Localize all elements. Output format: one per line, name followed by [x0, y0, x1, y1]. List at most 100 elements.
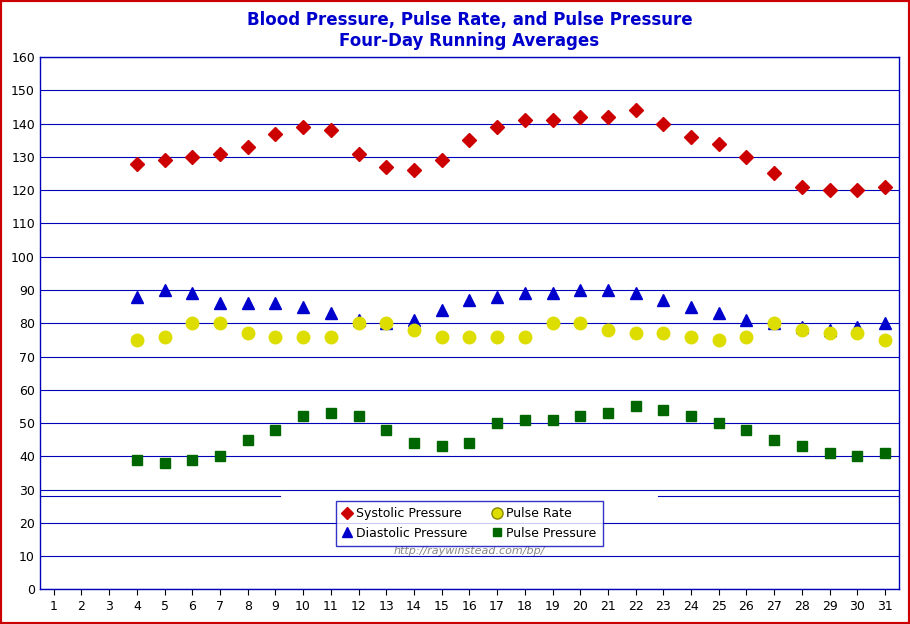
Pulse Pressure: [713, 419, 724, 427]
Diastolic Pressure: [326, 310, 337, 317]
Systolic Pressure: [131, 160, 142, 167]
Diastolic Pressure: [298, 303, 308, 310]
Pulse Pressure: [824, 449, 835, 457]
Title: Blood Pressure, Pulse Rate, and Pulse Pressure
Four-Day Running Averages: Blood Pressure, Pulse Rate, and Pulse Pr…: [247, 11, 693, 50]
Systolic Pressure: [436, 157, 447, 164]
Pulse Rate: [436, 333, 447, 340]
Systolic Pressure: [380, 163, 391, 170]
Pulse Pressure: [298, 412, 308, 420]
Diastolic Pressure: [741, 316, 752, 324]
Pulse Rate: [187, 319, 197, 327]
Systolic Pressure: [215, 150, 226, 157]
Systolic Pressure: [685, 133, 696, 140]
Pulse Rate: [769, 319, 780, 327]
Diastolic Pressure: [491, 293, 502, 300]
Pulse Pressure: [796, 442, 807, 450]
Pulse Rate: [602, 326, 613, 334]
Pulse Pressure: [464, 439, 475, 447]
Line: Systolic Pressure: Systolic Pressure: [132, 105, 890, 195]
Systolic Pressure: [852, 187, 863, 194]
Line: Diastolic Pressure: Diastolic Pressure: [131, 285, 891, 336]
Pulse Rate: [520, 333, 531, 340]
Systolic Pressure: [824, 187, 835, 194]
Pulse Pressure: [242, 436, 253, 444]
Diastolic Pressure: [547, 290, 558, 297]
Pulse Pressure: [880, 449, 891, 457]
Pulse Pressure: [658, 406, 669, 414]
Pulse Pressure: [547, 416, 558, 424]
Systolic Pressure: [242, 143, 253, 150]
Diastolic Pressure: [630, 290, 641, 297]
Diastolic Pressure: [880, 319, 891, 327]
Line: Pulse Rate: Pulse Rate: [131, 317, 891, 346]
Systolic Pressure: [880, 183, 891, 190]
Diastolic Pressure: [409, 316, 420, 324]
Diastolic Pressure: [824, 326, 835, 334]
Pulse Pressure: [326, 409, 337, 417]
Line: Pulse Pressure: Pulse Pressure: [132, 402, 890, 468]
Pulse Pressure: [353, 412, 364, 420]
Pulse Rate: [491, 333, 502, 340]
Systolic Pressure: [187, 153, 197, 160]
Diastolic Pressure: [270, 300, 281, 307]
Pulse Rate: [242, 329, 253, 337]
Pulse Rate: [326, 333, 337, 340]
Pulse Rate: [215, 319, 226, 327]
Pulse Pressure: [270, 426, 281, 434]
Diastolic Pressure: [215, 300, 226, 307]
Systolic Pressure: [409, 167, 420, 174]
Pulse Pressure: [491, 419, 502, 427]
Pulse Rate: [298, 333, 308, 340]
Systolic Pressure: [602, 113, 613, 120]
Diastolic Pressure: [131, 293, 142, 300]
Systolic Pressure: [491, 123, 502, 130]
Pulse Rate: [630, 329, 641, 337]
Systolic Pressure: [769, 170, 780, 177]
Pulse Pressure: [409, 439, 420, 447]
Diastolic Pressure: [464, 296, 475, 304]
Pulse Pressure: [520, 416, 531, 424]
Diastolic Pressure: [353, 316, 364, 324]
Pulse Pressure: [159, 459, 170, 467]
Pulse Pressure: [436, 442, 447, 450]
Pulse Rate: [380, 319, 391, 327]
Systolic Pressure: [741, 153, 752, 160]
Pulse Rate: [796, 326, 807, 334]
Diastolic Pressure: [769, 319, 780, 327]
Systolic Pressure: [298, 123, 308, 130]
Pulse Pressure: [852, 452, 863, 460]
Systolic Pressure: [630, 107, 641, 114]
Diastolic Pressure: [852, 323, 863, 330]
Systolic Pressure: [520, 117, 531, 124]
Pulse Pressure: [769, 436, 780, 444]
Pulse Pressure: [630, 402, 641, 410]
Pulse Rate: [353, 319, 364, 327]
Pulse Pressure: [741, 426, 752, 434]
Pulse Rate: [547, 319, 558, 327]
Systolic Pressure: [270, 130, 281, 137]
Pulse Rate: [159, 333, 170, 340]
Systolic Pressure: [159, 157, 170, 164]
Pulse Pressure: [685, 412, 696, 420]
Diastolic Pressure: [602, 286, 613, 294]
Diastolic Pressure: [380, 319, 391, 327]
Diastolic Pressure: [796, 323, 807, 330]
Pulse Rate: [685, 333, 696, 340]
Pulse Rate: [131, 336, 142, 344]
Pulse Rate: [880, 336, 891, 344]
Text: http://raywinstead.com/bp/: http://raywinstead.com/bp/: [394, 547, 545, 557]
Pulse Rate: [270, 333, 281, 340]
Systolic Pressure: [658, 120, 669, 127]
Pulse Pressure: [575, 412, 586, 420]
Systolic Pressure: [713, 140, 724, 147]
Pulse Rate: [852, 329, 863, 337]
Pulse Pressure: [187, 456, 197, 464]
Diastolic Pressure: [159, 286, 170, 294]
Diastolic Pressure: [713, 310, 724, 317]
Pulse Rate: [713, 336, 724, 344]
Pulse Pressure: [131, 456, 142, 464]
Pulse Rate: [464, 333, 475, 340]
Diastolic Pressure: [685, 303, 696, 310]
Pulse Rate: [409, 326, 420, 334]
Systolic Pressure: [353, 150, 364, 157]
